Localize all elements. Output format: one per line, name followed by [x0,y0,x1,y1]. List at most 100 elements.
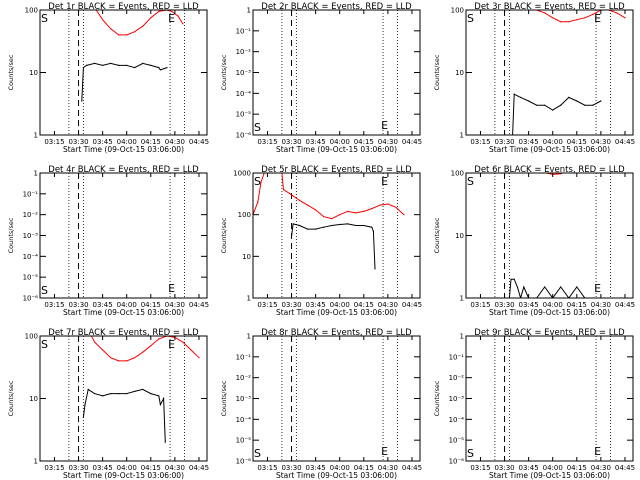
plot-frame [465,9,634,136]
data-point-events [510,278,512,280]
panel-title: Det 8r BLACK = Events, RED = LLD [261,328,412,338]
y-axis-label: Counts/sec [220,54,228,90]
x-tick-label: 04:00 [117,138,137,146]
data-point-events [126,393,128,395]
y-axis-label: Counts/sec [220,217,228,253]
x-tick-label: 04:15 [141,138,161,146]
data-point-events [290,235,293,238]
end-marker-label: E [168,12,175,25]
y-tick-label: 10⁻³ [23,232,39,240]
x-tick-label: 03:15 [44,138,64,146]
y-tick-label: 10 [242,253,251,261]
y-tick-label: 10⁻¹ [449,353,465,361]
y-tick-label: 1 [34,170,38,178]
data-point-events [576,286,578,288]
x-tick-label: 04:45 [615,464,635,472]
data-point-events [584,104,586,106]
panel-det-8: Det 8r BLACK = Events, RED = LLD 1 10⁻¹ 10⁻… [220,328,422,480]
data-point-events [159,404,161,406]
panel-det-4: Det 4r BLACK = Events, RED = LLD 1 10⁻¹ 10⁻… [7,165,209,317]
x-tick-label: 04:00 [543,301,563,309]
x-tick-label: 03:15 [257,464,277,472]
data-point-events [82,67,84,69]
data-point-events [86,64,88,66]
y-tick-label: 1 [460,132,464,140]
x-tick-label: 04:30 [378,464,398,472]
panel-title: Det 6r BLACK = Events, RED = LLD [474,165,625,175]
y-tick-label: 100 [25,333,38,341]
panel-title: Det 7r BLACK = Events, RED = LLD [48,328,199,338]
x-tick-label: 03:30 [281,464,301,472]
x-tick-label: 03:45 [93,464,113,472]
x-tick-label: 04:15 [567,138,587,146]
data-point-events [159,69,161,71]
data-point-events [94,393,96,395]
data-point-lld [544,12,546,14]
data-point-lld [134,31,136,33]
panel-det-2: Det 2r BLACK = Events, RED = LLD 1 10⁻¹ 10⁻… [220,2,422,154]
data-point-events [102,64,104,66]
data-point-lld [102,349,104,351]
x-axis-label: Start Time (09-Oct-15 03:06:00) [276,145,397,154]
x-tick-label: 04:45 [189,138,209,146]
x-tick-label: 03:15 [44,301,64,309]
data-point-lld [347,210,349,212]
x-tick-label: 04:45 [615,138,635,146]
y-tick-label: 10⁻⁴ [23,253,39,261]
y-tick-label: 10⁻¹ [236,353,252,361]
y-tick-label: 10⁻³ [236,395,252,403]
y-tick-label: 10⁻⁴ [236,90,252,98]
y-tick-label: 10 [455,232,464,240]
data-point-lld [355,212,357,214]
data-point-lld [260,181,262,183]
y-tick-label: 10⁻² [236,48,252,56]
x-tick-label: 03:45 [93,138,113,146]
y-axis-label: Counts/sec [433,380,441,416]
x-tick-label: 04:00 [117,301,137,309]
y-tick-label: 100 [25,7,38,15]
y-tick-label: 10⁻⁵ [449,437,465,445]
y-tick-label: 1 [460,295,464,303]
y-axis-label: Counts/sec [7,217,15,253]
y-tick-label: 10 [455,69,464,77]
x-axis-label: Start Time (09-Oct-15 03:06:00) [276,471,397,480]
data-point-lld [126,360,128,362]
plot-frame [252,335,421,462]
data-point-lld [118,360,120,362]
data-point-events [513,93,515,95]
x-tick-label: 04:15 [354,464,374,472]
data-point-events [323,226,325,228]
start-marker-label: S [254,447,261,460]
data-point-lld [134,357,136,359]
data-point-lld [299,199,301,201]
x-tick-label: 04:45 [402,301,422,309]
data-point-events [371,226,373,228]
data-point-events [142,388,144,390]
y-axis-label: Counts/sec [220,380,228,416]
data-point-lld [198,357,200,359]
data-point-events [560,286,562,288]
panel-title: Det 4r BLACK = Events, RED = LLD [48,165,199,175]
data-point-lld [110,28,112,30]
data-point-events [592,104,594,106]
panel-det-9: Det 9r BLACK = Events, RED = LLD 1 10⁻¹ 10⁻… [433,328,635,480]
y-axis-label: Counts/sec [433,217,441,253]
data-point-events [126,64,128,66]
panel-title: Det 9r BLACK = Events, RED = LLD [474,328,625,338]
data-point-lld [150,345,152,347]
data-point-events [158,67,160,69]
x-tick-label: 04:00 [330,138,350,146]
x-tick-label: 03:15 [470,138,490,146]
y-tick-label: 10⁻⁵ [236,111,252,119]
x-tick-label: 03:30 [494,138,514,146]
x-tick-label: 03:45 [519,301,539,309]
x-axis-label: Start Time (09-Oct-15 03:06:00) [489,308,610,317]
x-axis-label: Start Time (09-Oct-15 03:06:00) [276,308,397,317]
panel-det-1: Det 1r BLACK = Events, RED = LLD 1 10 100 03… [7,2,209,154]
panel-title: Det 2r BLACK = Events, RED = LLD [261,2,412,12]
data-point-lld [282,189,285,191]
x-tick-label: 04:30 [165,301,185,309]
data-point-events [363,224,365,227]
data-point-lld [158,10,160,12]
